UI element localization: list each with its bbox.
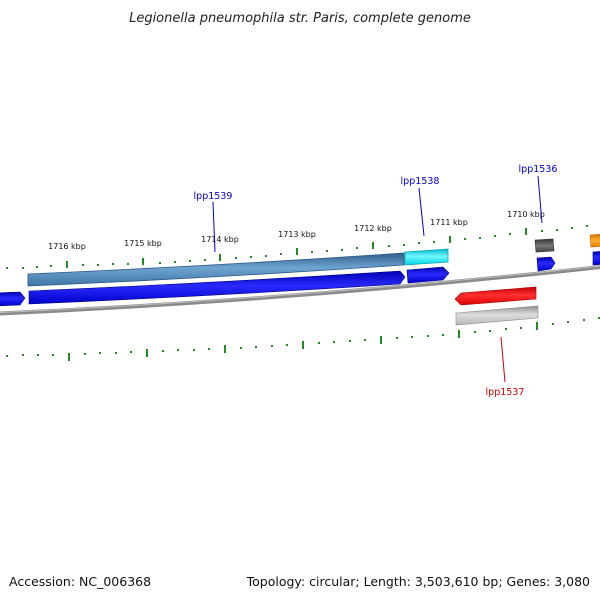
feature-lpp1538-outer[interactable] [404, 248, 449, 266]
map-title: Legionella pneumophila str. Paris, compl… [129, 11, 471, 26]
tick-label-1711: 1711 kbp [430, 218, 468, 227]
gene-label-lpp1539[interactable]: lpp1539 [194, 191, 233, 202]
genome-summary-text: Topology: circular; Length: 3,503,610 bp… [246, 574, 590, 589]
feature-orange-outer[interactable] [589, 234, 600, 248]
tick-label-1713: 1713 kbp [278, 230, 316, 239]
gene-label-lpp1537[interactable]: lpp1537 [486, 387, 525, 398]
gene-label-lpp1536[interactable]: lpp1536 [519, 164, 558, 175]
accession-text: Accession: NC_006368 [9, 574, 151, 589]
leader-line-lpp1536 [537, 175, 543, 224]
gene-arrow-lpp1538[interactable] [406, 266, 450, 284]
tick-label-1714: 1714 kbp [201, 235, 239, 244]
gene-arrow-lpp1536[interactable] [536, 256, 556, 272]
leader-line-lpp1539 [212, 201, 216, 253]
feature-lpp1537-inner[interactable] [455, 305, 539, 326]
gene-arrow-left-edge[interactable] [0, 291, 26, 307]
tick-label-1715: 1715 kbp [124, 239, 162, 248]
feature-lpp1539-outer[interactable] [27, 252, 405, 287]
tick-labels: 1716 kbp 1715 kbp 1714 kbp 1713 kbp 1712… [48, 210, 545, 251]
inner-tick-ring [6, 317, 600, 361]
gene-arrow-right-edge[interactable] [592, 251, 600, 266]
tick-label-1712: 1712 kbp [354, 224, 392, 233]
gene-arrow-lpp1537[interactable] [454, 286, 537, 306]
gene-label-lpp1538[interactable]: lpp1538 [401, 176, 440, 187]
outer-tick-ring [6, 225, 588, 269]
genome-backbone-highlight [0, 265, 600, 314]
genome-backbone [0, 265, 600, 316]
leader-line-lpp1538 [418, 187, 425, 237]
tick-label-1710: 1710 kbp [507, 210, 545, 219]
leader-line-lpp1537 [500, 336, 506, 383]
tick-label-1716: 1716 kbp [48, 242, 86, 251]
gene-arrow-lpp1539[interactable] [28, 270, 406, 305]
feature-lpp1536-outer[interactable] [534, 238, 555, 253]
